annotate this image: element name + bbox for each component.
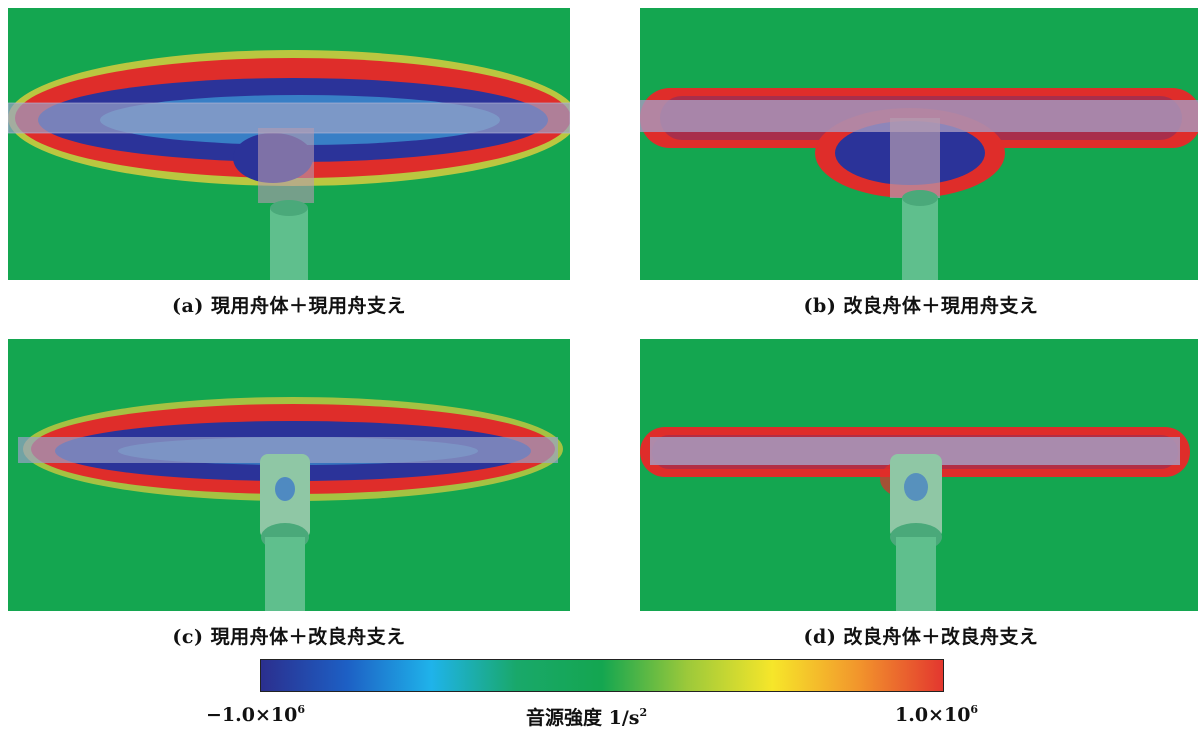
panel-a-image [8, 8, 570, 280]
panel-a-field-plot [8, 8, 570, 280]
panel-a-caption: (a) 現用舟体＋現用舟支え [172, 295, 406, 317]
panel-d-field-plot [640, 339, 1198, 611]
panel-c-image [8, 339, 570, 611]
colorbar-min-label: −1.0×106 [206, 703, 305, 726]
panel-d-image [640, 339, 1198, 611]
panel-c-field-plot [8, 339, 570, 611]
colorbar-max-label: 1.0×106 [895, 703, 979, 726]
panel-b-image [640, 8, 1198, 280]
colorbar-title: 音源強度 1/s2 [526, 706, 648, 729]
panel-b-field-plot [640, 8, 1198, 280]
panel-b-caption: (b) 改良舟体＋現用舟支え [803, 295, 1039, 317]
panel-d-caption: (d) 改良舟体＋改良舟支え [803, 626, 1039, 648]
panel-c-caption: (c) 現用舟体＋改良舟支え [172, 626, 406, 648]
colorbar [260, 659, 944, 692]
